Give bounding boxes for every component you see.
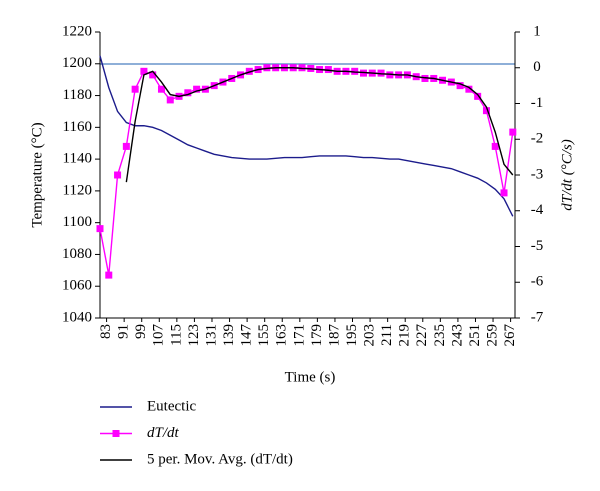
marker <box>114 171 122 179</box>
marker <box>184 89 192 97</box>
marker <box>131 85 139 93</box>
marker <box>359 69 367 77</box>
legend-label: 5 per. Mov. Avg. (dT/dt) <box>147 451 293 467</box>
marker <box>157 85 165 93</box>
x-tick-label: 171 <box>291 324 307 347</box>
y2-tick-label: -2 <box>531 131 544 147</box>
marker <box>421 74 429 82</box>
x-tick-label: 243 <box>449 324 465 347</box>
x-tick-label: 179 <box>309 324 325 347</box>
marker <box>149 71 157 79</box>
y2-tick-label: -3 <box>531 166 544 182</box>
marker <box>140 67 148 75</box>
legend-label: dT/dt <box>147 425 180 441</box>
x-tick-label: 219 <box>397 324 413 347</box>
marker <box>105 271 113 279</box>
y2-tick-label: -7 <box>531 309 544 325</box>
x-tick-label: 147 <box>239 324 255 347</box>
x-tick-label: 251 <box>467 324 483 347</box>
y-tick-label: 1180 <box>63 87 92 103</box>
x-tick-label: 235 <box>432 324 448 347</box>
x-tick-label: 267 <box>502 324 518 347</box>
y-tick-label: 1140 <box>63 151 92 167</box>
marker <box>456 82 464 90</box>
x-tick-label: 107 <box>151 324 167 347</box>
x-tick-label: 131 <box>203 324 219 347</box>
marker <box>482 107 490 115</box>
series-line <box>99 55 514 217</box>
x-tick-label: 83 <box>98 324 114 339</box>
marker <box>465 85 473 93</box>
legend-label: Eutectic <box>147 398 196 414</box>
marker <box>509 128 517 136</box>
x-tick-label: 163 <box>274 324 290 347</box>
series-line <box>125 67 514 183</box>
y-tick-label: 1200 <box>62 55 92 71</box>
y2-axis-label: dT/dt (°C/s) <box>559 139 575 210</box>
marker <box>166 96 174 104</box>
marker <box>491 142 499 150</box>
y-tick-label: 1220 <box>62 23 92 39</box>
marker <box>386 71 394 79</box>
x-tick-label: 187 <box>326 324 342 347</box>
y2-tick-label: 1 <box>533 23 541 39</box>
marker <box>263 64 271 72</box>
x-tick-label: 203 <box>362 324 378 347</box>
y-tick-label: 1160 <box>63 119 92 135</box>
marker <box>122 142 130 150</box>
y2-tick-label: 0 <box>533 59 541 75</box>
x-tick-label: 91 <box>116 324 132 339</box>
marker <box>193 85 201 93</box>
marker <box>377 69 385 77</box>
marker <box>500 189 508 197</box>
marker <box>351 67 359 75</box>
y2-tick-label: -6 <box>531 274 544 290</box>
x-tick-label: 99 <box>133 324 149 339</box>
series-line <box>99 67 514 276</box>
x-axis-label: Time (s) <box>285 369 336 385</box>
y2-tick-label: -1 <box>531 95 544 111</box>
x-tick-label: 227 <box>414 324 430 347</box>
x-tick-label: 115 <box>168 324 184 346</box>
y-tick-label: 1080 <box>62 246 92 262</box>
y-tick-label: 1040 <box>62 309 92 325</box>
y-tick-label: 1060 <box>62 278 92 294</box>
x-tick-label: 195 <box>344 324 360 347</box>
marker <box>298 64 306 72</box>
marker <box>474 92 482 100</box>
y2-tick-label: -5 <box>531 238 544 254</box>
marker <box>96 225 104 233</box>
y2-tick-label: -4 <box>531 202 544 218</box>
y-tick-label: 1120 <box>63 182 92 198</box>
x-tick-label: 211 <box>379 324 395 346</box>
y-tick-label: 1100 <box>63 214 92 230</box>
x-tick-label: 259 <box>484 324 500 347</box>
x-tick-label: 155 <box>256 324 272 347</box>
legend-marker <box>112 430 120 437</box>
x-tick-label: 139 <box>221 324 237 347</box>
x-tick-label: 123 <box>186 324 202 347</box>
y-axis-label: Temperature (°C) <box>29 122 45 227</box>
marker <box>324 66 332 74</box>
